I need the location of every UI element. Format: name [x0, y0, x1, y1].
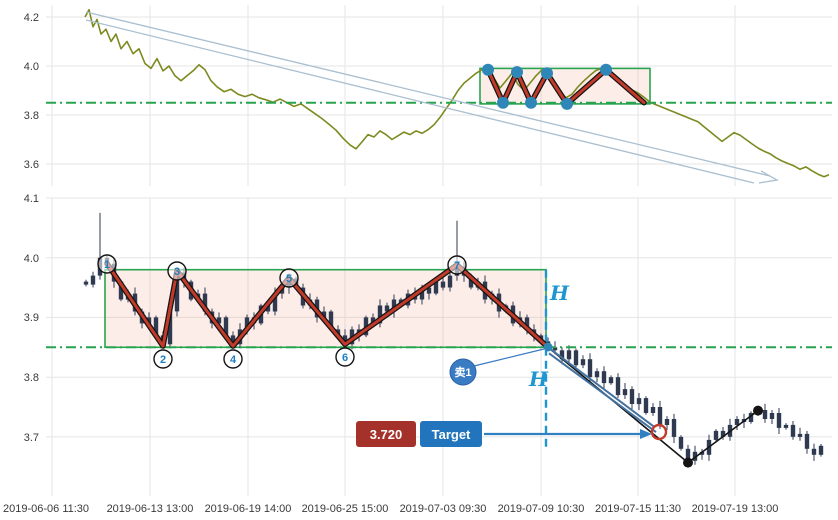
y-tick-label: 4.0	[24, 61, 39, 73]
h-label-upper[interactable]: H	[549, 281, 570, 305]
pivot-circle	[279, 268, 299, 288]
y-tick-label: 4.2	[24, 12, 39, 24]
price-line	[84, 8, 830, 178]
trend-arrow-head-icon	[758, 170, 779, 184]
pivot-dot	[561, 97, 573, 110]
pivot-marker-7[interactable]: 7	[447, 255, 467, 275]
y-tick-label: 3.9	[24, 312, 39, 324]
pivot-marker-4[interactable]: 4	[223, 349, 243, 369]
pivot-dot	[482, 63, 494, 76]
pivot-dot	[600, 63, 612, 76]
pivot-number: 4	[230, 354, 237, 366]
pivot-dot	[525, 96, 537, 109]
target-arrowhead-icon	[640, 429, 652, 439]
pivot-marker-6[interactable]: 6	[335, 347, 355, 367]
pivot-circle	[167, 261, 187, 281]
pivot-marker-1[interactable]: 1	[97, 254, 117, 274]
target-annotation: 3.720 Target	[356, 421, 668, 447]
x-tick-label: 2019-06-25 15:00	[302, 503, 389, 515]
y-tick-label: 3.8	[24, 110, 39, 122]
zigzag-markers: 1 2 3 4 5 6 7	[97, 254, 467, 369]
target-ring	[650, 423, 668, 441]
sell-badge[interactable]	[449, 358, 477, 386]
pivot-marker-3[interactable]: 3	[167, 261, 187, 281]
pivot-dot	[541, 67, 553, 80]
pivot-circle	[153, 349, 173, 369]
swing-dot	[683, 457, 693, 468]
sell-pointer-line	[473, 348, 545, 367]
h-point-dot	[543, 342, 553, 352]
projection-line	[548, 352, 657, 433]
pivot-dot	[497, 96, 509, 109]
trend-channel-line[interactable]	[85, 11, 771, 177]
sell-annotation: 卖1	[449, 348, 545, 386]
h-annotations: H H	[528, 281, 570, 391]
pivot-number: 7	[454, 260, 460, 272]
pivot-marker-5[interactable]: 5	[279, 268, 299, 288]
y-tick-label: 3.6	[24, 159, 39, 171]
y-axis-main: 4.1 4.0 3.9 3.8 3.7	[24, 193, 39, 444]
pivot-number: 1	[104, 259, 110, 271]
pivot-number: 2	[160, 354, 166, 366]
h-label-lower[interactable]: H	[528, 367, 549, 391]
target-price-box[interactable]	[356, 421, 416, 447]
trend-channel-line[interactable]	[85, 19, 755, 184]
sell-badge-label: 卖1	[454, 365, 471, 379]
pivot-marker-2[interactable]: 2	[153, 349, 173, 369]
main-chart[interactable]	[46, 197, 832, 496]
x-axis: 2019-06-06 11:30 2019-06-13 13:00 2019-0…	[3, 503, 778, 515]
overview-chart[interactable]	[46, 5, 832, 186]
y-tick-label: 3.7	[24, 432, 39, 444]
target-price-label: 3.720	[370, 427, 403, 442]
x-tick-label: 2019-06-06 11:30	[3, 503, 89, 515]
x-tick-label: 2019-07-09 10:30	[498, 503, 585, 515]
swing-dot	[753, 405, 763, 416]
pivot-circle	[447, 255, 467, 275]
pivot-circle	[97, 254, 117, 274]
x-tick-label: 2019-07-19 13:00	[692, 503, 779, 515]
y-axis-overview: 4.2 4.0 3.8 3.6	[24, 12, 39, 171]
y-tick-label: 4.0	[24, 253, 39, 265]
zigzag-line[interactable]	[105, 262, 550, 349]
x-tick-label: 2019-06-13 13:00	[107, 503, 194, 515]
target-label-box[interactable]	[420, 421, 482, 447]
y-tick-label: 4.1	[24, 193, 39, 205]
target-label-text: Target	[432, 427, 471, 442]
pivot-number: 6	[342, 352, 348, 364]
y-tick-label: 3.8	[24, 372, 39, 384]
pivot-circle	[335, 347, 355, 367]
x-tick-label: 2019-06-19 14:00	[205, 503, 292, 515]
pivot-circle	[223, 349, 243, 369]
pivot-number: 3	[174, 266, 180, 278]
pivot-dot	[511, 66, 523, 79]
x-tick-label: 2019-07-15 11:30	[595, 503, 681, 515]
pivot-number: 5	[286, 273, 292, 285]
x-tick-label: 2019-07-03 09:30	[400, 503, 487, 515]
projection-line	[547, 346, 655, 428]
